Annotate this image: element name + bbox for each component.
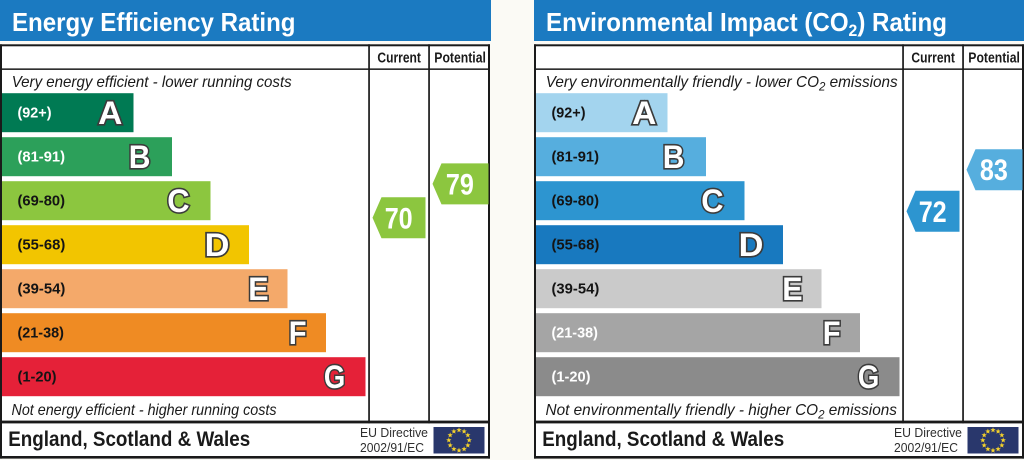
svg-text:2002/91/EC: 2002/91/EC bbox=[894, 441, 958, 455]
svg-text:(1-20): (1-20) bbox=[552, 370, 591, 386]
svg-text:B: B bbox=[129, 139, 151, 175]
svg-text:Not energy efficient - higher: Not energy efficient - higher running co… bbox=[12, 402, 277, 419]
svg-text:Environmental Impact (CO2) Rat: Environmental Impact (CO2) Rating bbox=[546, 7, 947, 40]
svg-text:Very energy efficient - lower: Very energy efficient - lower running co… bbox=[12, 74, 292, 91]
svg-text:Energy Efficiency Rating: Energy Efficiency Rating bbox=[12, 7, 296, 37]
svg-text:D: D bbox=[739, 227, 764, 263]
svg-text:(55-68): (55-68) bbox=[552, 238, 600, 254]
svg-text:C: C bbox=[167, 183, 189, 219]
svg-text:70: 70 bbox=[385, 202, 413, 235]
svg-text:Current: Current bbox=[911, 51, 955, 67]
svg-text:D: D bbox=[205, 227, 230, 263]
svg-text:79: 79 bbox=[446, 168, 474, 201]
svg-text:EU Directive: EU Directive bbox=[360, 426, 428, 440]
svg-text:(21-38): (21-38) bbox=[18, 326, 65, 342]
svg-text:England, Scotland & Wales: England, Scotland & Wales bbox=[8, 428, 250, 451]
svg-text:Current: Current bbox=[377, 51, 421, 67]
svg-text:(21-38): (21-38) bbox=[552, 326, 599, 342]
svg-text:Very environmentally friendly: Very environmentally friendly - lower CO… bbox=[546, 74, 898, 94]
svg-text:Potential: Potential bbox=[434, 51, 486, 67]
svg-text:(69-80): (69-80) bbox=[18, 194, 66, 210]
svg-text:C: C bbox=[701, 183, 723, 219]
svg-text:(1-20): (1-20) bbox=[18, 370, 57, 386]
svg-text:(81-91): (81-91) bbox=[18, 150, 66, 166]
svg-text:83: 83 bbox=[980, 154, 1008, 187]
svg-text:72: 72 bbox=[919, 196, 947, 229]
svg-text:Potential: Potential bbox=[968, 51, 1020, 67]
svg-text:F: F bbox=[823, 315, 841, 351]
svg-text:F: F bbox=[289, 315, 307, 351]
svg-text:A: A bbox=[632, 95, 656, 131]
svg-text:(69-80): (69-80) bbox=[552, 194, 600, 210]
svg-text:A: A bbox=[98, 95, 122, 131]
svg-text:2002/91/EC: 2002/91/EC bbox=[360, 441, 424, 455]
svg-text:G: G bbox=[858, 359, 879, 395]
svg-text:(92+): (92+) bbox=[18, 106, 52, 122]
svg-text:England, Scotland & Wales: England, Scotland & Wales bbox=[542, 428, 784, 451]
svg-text:(92+): (92+) bbox=[552, 106, 586, 122]
svg-text:E: E bbox=[782, 271, 802, 307]
svg-text:EU Directive: EU Directive bbox=[894, 426, 962, 440]
svg-text:E: E bbox=[248, 271, 268, 307]
svg-text:(39-54): (39-54) bbox=[552, 282, 600, 298]
svg-text:(55-68): (55-68) bbox=[18, 238, 66, 254]
svg-text:(39-54): (39-54) bbox=[18, 282, 66, 298]
svg-text:B: B bbox=[663, 139, 685, 175]
svg-text:Not environmentally friendly -: Not environmentally friendly - higher CO… bbox=[546, 402, 897, 422]
svg-text:(81-91): (81-91) bbox=[552, 150, 600, 166]
svg-text:G: G bbox=[324, 359, 345, 395]
